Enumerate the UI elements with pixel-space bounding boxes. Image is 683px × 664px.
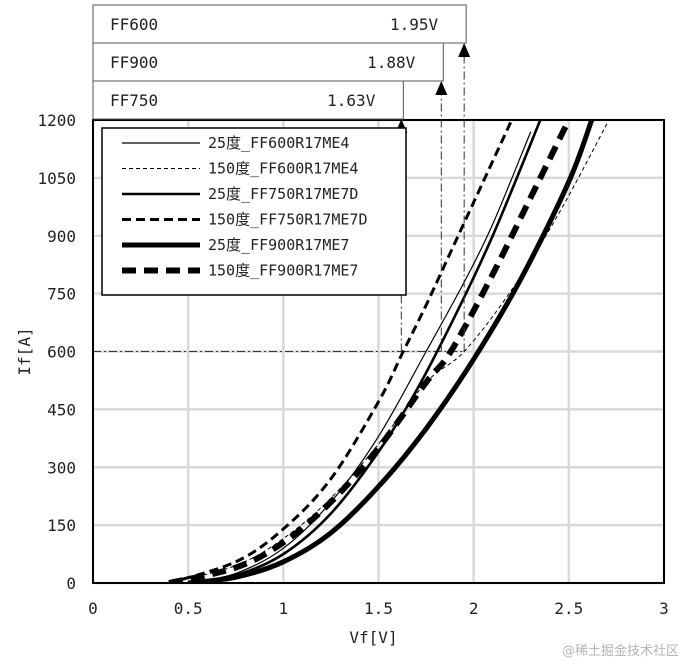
x-tick-label: 2 (469, 599, 479, 618)
x-axis-ticks: 0 0.5 1 1.5 2 2.5 3 (88, 599, 669, 618)
annotation-vf: 1.88V (367, 53, 416, 72)
legend-box (101, 127, 407, 296)
y-tick-label: 0 (66, 574, 76, 593)
series-layer (168, 120, 608, 583)
x-axis-title: Vf[V] (349, 628, 397, 647)
y-tick-label: 750 (47, 285, 76, 304)
annotation-row-box (92, 80, 404, 120)
series-line-2 (187, 120, 542, 583)
x-tick-label: 0 (88, 599, 98, 618)
legend-label: 25度_FF750R17ME7D (208, 185, 358, 203)
series-line-0 (188, 131, 532, 583)
plot-frame (92, 119, 665, 584)
annotation-device: FF900 (110, 53, 158, 72)
y-axis-title: If[A] (15, 327, 34, 375)
series-line-3 (168, 120, 514, 583)
x-tick-label: 3 (659, 599, 669, 618)
legend-label: 150度_FF900R17ME7 (208, 262, 358, 280)
y-tick-label: 600 (47, 343, 76, 362)
annotation-arrow (458, 43, 471, 57)
x-tick-label: 1 (279, 599, 289, 618)
series-line-5 (168, 120, 572, 583)
annotation-device: FF750 (110, 91, 158, 110)
y-tick-label: 1200 (37, 111, 76, 130)
annotation-row-box (92, 4, 467, 44)
y-tick-label: 300 (47, 458, 76, 477)
annotation-vf: 1.63V (327, 91, 376, 110)
y-tick-label: 900 (47, 227, 76, 246)
x-tick-label: 1.5 (364, 599, 393, 618)
series-line-4 (187, 120, 595, 583)
watermark: @稀土掘金技术社区 (562, 643, 679, 659)
legend-label: 150度_FF750R17ME7D (208, 211, 368, 229)
annotation-row-box (92, 42, 444, 82)
legend-label: 25度_FF900R17ME7 (208, 236, 349, 254)
y-tick-label: 450 (47, 400, 76, 419)
annotation-device: FF600 (110, 15, 158, 34)
y-tick-label: 1050 (37, 169, 76, 188)
legend: 25度_FF600R17ME4 150度_FF600R17ME4 25度_FF750… (101, 127, 407, 296)
x-tick-label: 0.5 (174, 599, 203, 618)
annotation-arrow (435, 81, 448, 95)
y-axis-ticks: 0 150 300 450 600 750 900 1050 1200 (37, 111, 76, 593)
annotation-vf: 1.95V (390, 15, 439, 34)
annotation-table: FF600 1.95V FF900 1.88V FF750 1.63V (92, 4, 471, 352)
legend-label: 150度_FF600R17ME4 (208, 160, 358, 178)
legend-label: 25度_FF600R17ME4 (208, 134, 349, 152)
y-tick-label: 150 (47, 516, 76, 535)
x-tick-label: 2.5 (554, 599, 583, 618)
